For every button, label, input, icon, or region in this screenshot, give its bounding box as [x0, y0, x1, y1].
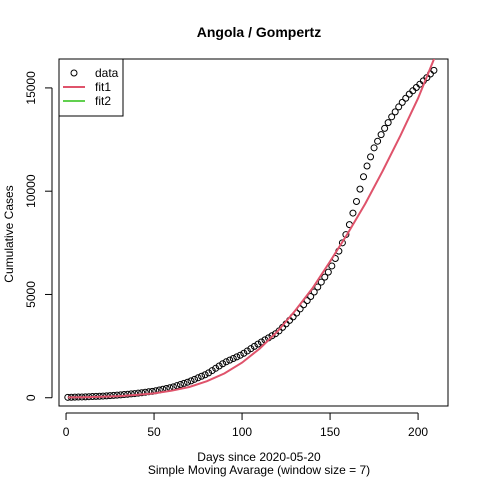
data-point — [250, 342, 258, 350]
data-point — [391, 108, 399, 116]
y-tick-label: 0 — [24, 394, 38, 401]
data-point — [388, 113, 396, 121]
data-point — [194, 374, 202, 382]
data-point — [176, 381, 184, 389]
x-tick-label: 200 — [408, 425, 428, 439]
data-point — [226, 356, 234, 364]
chart-title: Angola / Gompertz — [197, 24, 321, 40]
data-point — [398, 98, 406, 106]
legend-label-fit1: fit1 — [95, 80, 111, 94]
data-point — [127, 390, 135, 398]
data-point — [229, 354, 237, 362]
data-point — [395, 103, 403, 111]
data-point — [198, 372, 206, 380]
data-point — [134, 389, 142, 397]
data-point — [191, 375, 199, 383]
series-fit1-line — [67, 59, 436, 399]
data-point — [381, 124, 389, 132]
legend-label-fit2: fit2 — [95, 94, 111, 108]
x-tick-label: 150 — [320, 425, 340, 439]
plot-area — [58, 58, 449, 407]
data-point — [363, 162, 371, 170]
axes: 0 50 100 150 200 0 5000 10000 15000 — [24, 71, 428, 439]
data-point — [219, 360, 227, 368]
data-point — [321, 273, 329, 281]
data-point — [180, 379, 188, 387]
data-point — [402, 94, 410, 102]
data-point — [233, 353, 241, 361]
data-point — [201, 371, 209, 379]
data-point — [349, 209, 357, 217]
data-point — [377, 131, 385, 139]
legend-marker-data — [70, 69, 78, 77]
data-point — [212, 364, 220, 372]
data-point — [314, 283, 322, 291]
series-layer — [64, 59, 438, 401]
data-point — [205, 369, 213, 377]
y-tick-label: 10000 — [24, 174, 38, 208]
data-point — [254, 340, 262, 348]
y-tick-label: 5000 — [24, 281, 38, 308]
data-point — [124, 390, 132, 398]
data-point — [268, 332, 276, 340]
data-point — [367, 153, 375, 161]
data-point — [338, 239, 346, 247]
data-point — [356, 185, 364, 193]
data-point — [324, 268, 332, 276]
x-axis-sublabel: Simple Moving Avarage (window size = 7) — [148, 463, 370, 477]
data-point — [247, 345, 255, 353]
data-point — [208, 367, 216, 375]
x-tick-label: 50 — [147, 425, 161, 439]
data-point — [275, 327, 283, 335]
plot-frame — [58, 58, 449, 407]
data-point — [222, 358, 230, 366]
data-point — [430, 66, 438, 74]
data-point — [303, 297, 311, 305]
data-point — [370, 144, 378, 152]
data-point — [307, 293, 315, 301]
y-tick-label: 15000 — [24, 71, 38, 105]
data-point — [310, 288, 318, 296]
data-point — [257, 338, 265, 346]
data-point — [215, 362, 223, 370]
y-axis-label: Cumulative Cases — [2, 185, 16, 282]
data-point — [243, 347, 251, 355]
x-tick-label: 100 — [232, 425, 252, 439]
data-point — [374, 137, 382, 145]
data-point — [352, 198, 360, 206]
data-point — [183, 378, 191, 386]
data-point — [236, 351, 244, 359]
data-point — [384, 119, 392, 127]
data-point — [141, 388, 149, 396]
data-point — [187, 377, 195, 385]
data-point — [138, 389, 146, 397]
data-point — [360, 173, 368, 181]
x-tick-label: 0 — [63, 425, 70, 439]
data-point — [328, 262, 336, 270]
data-point — [317, 278, 325, 286]
data-point — [240, 349, 248, 357]
data-point — [131, 390, 139, 398]
legend-label-data: data — [95, 66, 119, 80]
x-axis-label: Days since 2020-05-20 — [197, 450, 321, 464]
